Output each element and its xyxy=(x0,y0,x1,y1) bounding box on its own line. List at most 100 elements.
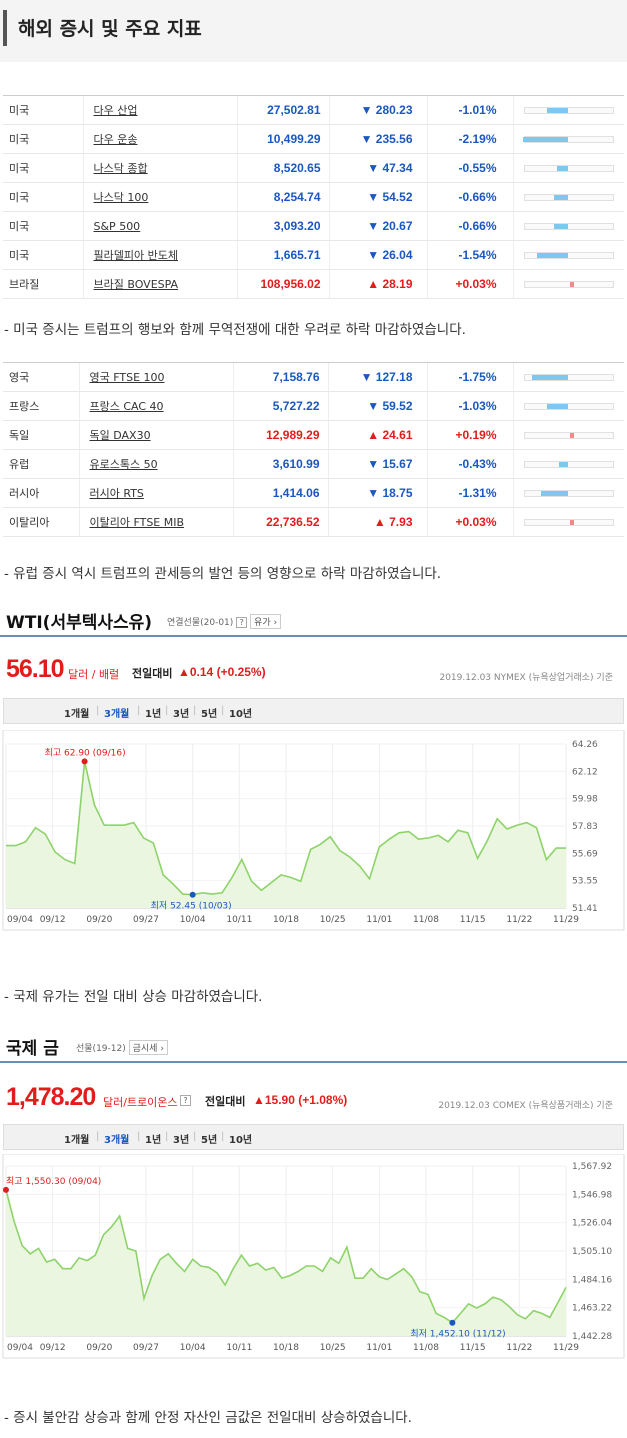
y-tick-label: 55.69 xyxy=(572,849,598,859)
period-tab-1y[interactable]: 1년 xyxy=(145,1135,162,1146)
gold-chart: 09/04 09/12 09/20 09/27 10/04 10/11 10/18 10/25… xyxy=(2,1154,625,1359)
change-bar-cell xyxy=(512,153,624,183)
index-name-link[interactable]: 다우 산업 xyxy=(82,95,237,125)
price-cell: 27,502.81 xyxy=(236,95,329,125)
table-row: 영국 영국 FTSE 100 7,158.76 ▼ 127.18 -1.75% xyxy=(3,362,624,392)
period-tab-1m[interactable]: 1개월 xyxy=(64,1135,90,1146)
change-bar-cell xyxy=(512,182,624,212)
high-point xyxy=(81,758,88,765)
wti-title: WTI(서부텍사스유) xyxy=(6,613,153,633)
index-name-link[interactable]: 독일 DAX30 xyxy=(78,420,233,450)
country-cell: 미국 xyxy=(3,182,83,212)
gold-section: 국제 금 선물(19-12) 금시세 › 1,478.20 달러/트로이온스 ?… xyxy=(0,1028,627,1380)
table-row: 브라질 브라질 BOVESPA 108,956.02 ▲ 28.19 +0.03% xyxy=(3,269,624,299)
index-name-link[interactable]: 이탈리아 FTSE MIB xyxy=(78,507,233,537)
period-tab-5y[interactable]: 5년 xyxy=(201,1135,218,1146)
high-label: 최고 62.90 (09/16) xyxy=(45,747,126,758)
y-tick-label: 53.55 xyxy=(572,877,598,887)
high-label: 최고 1,550.30 (09/04) xyxy=(6,1176,101,1187)
wti-chart: 09/04 09/12 09/20 09/27 10/04 10/11 10/18 10/25… xyxy=(2,730,625,931)
period-tab-1m[interactable]: 1개월 xyxy=(64,709,90,720)
change-bar xyxy=(532,375,568,380)
eu-market-note: - 유럽 증시 역시 트럼프의 관세등의 발언 등의 영향으로 하락 마감하였습… xyxy=(4,566,442,582)
period-tab-1y[interactable]: 1년 xyxy=(145,709,162,720)
high-point xyxy=(3,1186,9,1193)
index-name-link[interactable]: 프랑스 CAC 40 xyxy=(78,391,233,421)
wti-divider xyxy=(0,635,627,637)
change-bar xyxy=(554,224,568,229)
help-icon[interactable]: ? xyxy=(236,617,248,628)
low-point xyxy=(449,1319,456,1326)
change-bar xyxy=(559,462,568,467)
y-tick-label: 64.26 xyxy=(572,740,598,750)
percent-cell: -1.31% xyxy=(426,478,513,508)
gold-tag-button[interactable]: 금시세 › xyxy=(128,1040,168,1055)
percent-cell: -1.75% xyxy=(426,362,513,392)
x-tick-label: 10/25 xyxy=(320,915,346,925)
index-name-link[interactable]: 유로스톡스 50 xyxy=(78,449,233,479)
gold-note: - 증시 불안감 상승과 함께 안정 자산인 금값은 전일대비 상승하였습니다. xyxy=(4,1410,412,1426)
period-tab-3m[interactable]: 3개월 xyxy=(104,709,130,720)
country-cell: 러시아 xyxy=(3,478,79,508)
percent-cell: +0.19% xyxy=(426,420,513,450)
change-bar-cell xyxy=(512,362,624,392)
help-icon[interactable]: ? xyxy=(180,1095,191,1106)
x-tick-label: 09/20 xyxy=(86,915,112,925)
low-label: 최저 52.45 (10/03) xyxy=(151,901,232,912)
header-accent-bar xyxy=(3,10,7,46)
index-name-link[interactable]: 영국 FTSE 100 xyxy=(78,362,233,392)
period-tab-3y[interactable]: 3년 xyxy=(173,1135,190,1146)
change-cell: ▲ 7.93 xyxy=(327,507,427,537)
index-name-link[interactable]: 브라질 BOVESPA xyxy=(82,269,237,299)
index-name-link[interactable]: 러시아 RTS xyxy=(78,478,233,508)
series-line xyxy=(5,1189,567,1324)
period-tab-3y[interactable]: 3년 xyxy=(173,709,190,720)
wti-period-tabs: 1개월 | 3개월 | 1년 | 3년 | 5년 | 10년 xyxy=(3,698,624,724)
index-name-link[interactable]: 나스닥 종합 xyxy=(82,153,237,183)
change-cell: ▼ 235.56 xyxy=(328,124,427,154)
change-bar-track xyxy=(523,136,614,143)
change-bar-cell xyxy=(512,211,624,241)
index-name-link[interactable]: 나스닥 100 xyxy=(82,182,237,212)
country-cell: 미국 xyxy=(3,95,83,125)
index-name-link[interactable]: 필라델피아 반도체 xyxy=(82,240,237,270)
x-tick-label: 09/27 xyxy=(133,915,159,925)
gold-period-tabs: 1개월 | 3개월 | 1년 | 3년 | 5년 | 10년 xyxy=(3,1124,624,1150)
period-tab-10y[interactable]: 10년 xyxy=(229,1135,253,1146)
change-cell: ▼ 280.23 xyxy=(328,95,427,125)
change-bar xyxy=(541,491,568,496)
index-name-link[interactable]: S&P 500 xyxy=(82,211,237,241)
country-cell: 미국 xyxy=(3,153,83,183)
change-bar-cell xyxy=(512,124,624,154)
wti-diff-label: 전일대비 xyxy=(132,667,173,680)
table-row: 유럽 유로스톡스 50 3,610.99 ▼ 15.67 -0.43% xyxy=(3,449,624,479)
percent-cell: -1.01% xyxy=(426,95,513,125)
change-bar-track xyxy=(523,461,614,468)
country-cell: 브라질 xyxy=(3,269,83,299)
change-cell: ▲ 28.19 xyxy=(328,269,427,299)
price-cell: 1,665.71 xyxy=(236,240,329,270)
period-tab-5y[interactable]: 5년 xyxy=(201,709,218,720)
period-tab-3m[interactable]: 3개월 xyxy=(104,1135,130,1146)
index-name-link[interactable]: 다우 운송 xyxy=(82,124,237,154)
price-cell: 12,989.29 xyxy=(232,420,328,450)
wti-tag-button[interactable]: 유가 › xyxy=(250,614,282,629)
x-tick-label: 09/12 xyxy=(40,915,66,925)
x-tick-label: 11/08 xyxy=(413,915,439,925)
wti-price: 56.10 xyxy=(6,655,65,683)
change-cell: ▼ 20.67 xyxy=(328,211,427,241)
y-tick-label: 1,546.98 xyxy=(572,1190,612,1200)
wti-diff: ▲0.14 (+0.25%) xyxy=(178,665,266,679)
y-tick-label: 59.98 xyxy=(572,795,598,805)
change-bar-track xyxy=(523,519,614,526)
x-tick-label: 11/22 xyxy=(506,1343,532,1353)
y-tick-label: 1,526.04 xyxy=(572,1219,612,1229)
y-tick-label: 62.12 xyxy=(572,767,598,777)
period-tab-10y[interactable]: 10년 xyxy=(229,709,253,720)
y-tick-label: 1,484.16 xyxy=(572,1275,612,1285)
change-bar-track xyxy=(523,490,614,497)
us-index-table: 미국 다우 산업 27,502.81 ▼ 280.23 -1.01% 미국 다우 운송 10,… xyxy=(3,95,624,299)
percent-cell: +0.03% xyxy=(426,507,513,537)
country-cell: 미국 xyxy=(3,240,83,270)
gold-subtitle: 선물(19-12) xyxy=(76,1044,126,1054)
